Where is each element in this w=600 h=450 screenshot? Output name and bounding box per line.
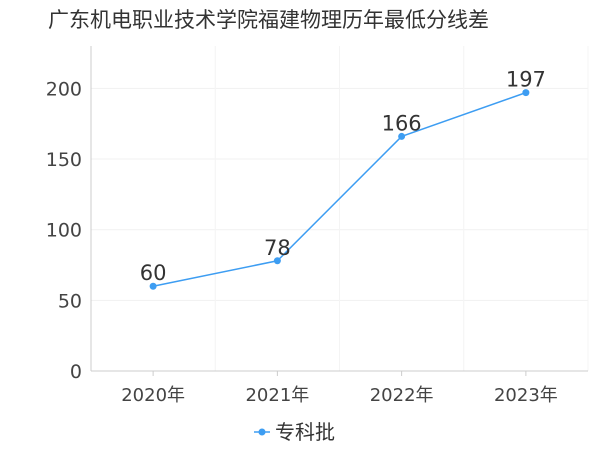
- y-tick-label: 50: [58, 290, 82, 312]
- grid: [91, 46, 589, 371]
- axes: 0 50 100 150 200 2020年 2021年 2022年 2023年: [46, 46, 588, 406]
- data-labels: 60 78 166 197: [140, 68, 546, 286]
- y-tick-label: 200: [46, 78, 82, 100]
- data-label: 166: [382, 111, 422, 135]
- x-tick-label: 2021年: [245, 385, 309, 406]
- data-label: 197: [506, 68, 546, 92]
- y-tick-label: 150: [46, 149, 82, 171]
- data-point[interactable]: [149, 282, 157, 290]
- legend-label: 专科批: [275, 420, 335, 444]
- y-tick-label: 0: [70, 361, 82, 383]
- x-tick-label: 2020年: [121, 385, 185, 406]
- x-tick-label: 2022年: [370, 385, 434, 406]
- chart-title: 广东机电职业技术学院福建物理历年最低分线差: [48, 8, 489, 32]
- series-layer: [149, 89, 530, 290]
- y-tick-label: 100: [46, 220, 82, 242]
- legend-marker: [258, 428, 266, 436]
- data-point[interactable]: [522, 89, 530, 97]
- x-tick-label: 2023年: [494, 385, 558, 406]
- data-point[interactable]: [398, 132, 406, 140]
- series-line: [152, 91, 527, 287]
- data-label: 78: [264, 236, 291, 260]
- data-point[interactable]: [273, 257, 281, 265]
- legend[interactable]: 专科批: [254, 420, 335, 444]
- data-label: 60: [140, 261, 167, 285]
